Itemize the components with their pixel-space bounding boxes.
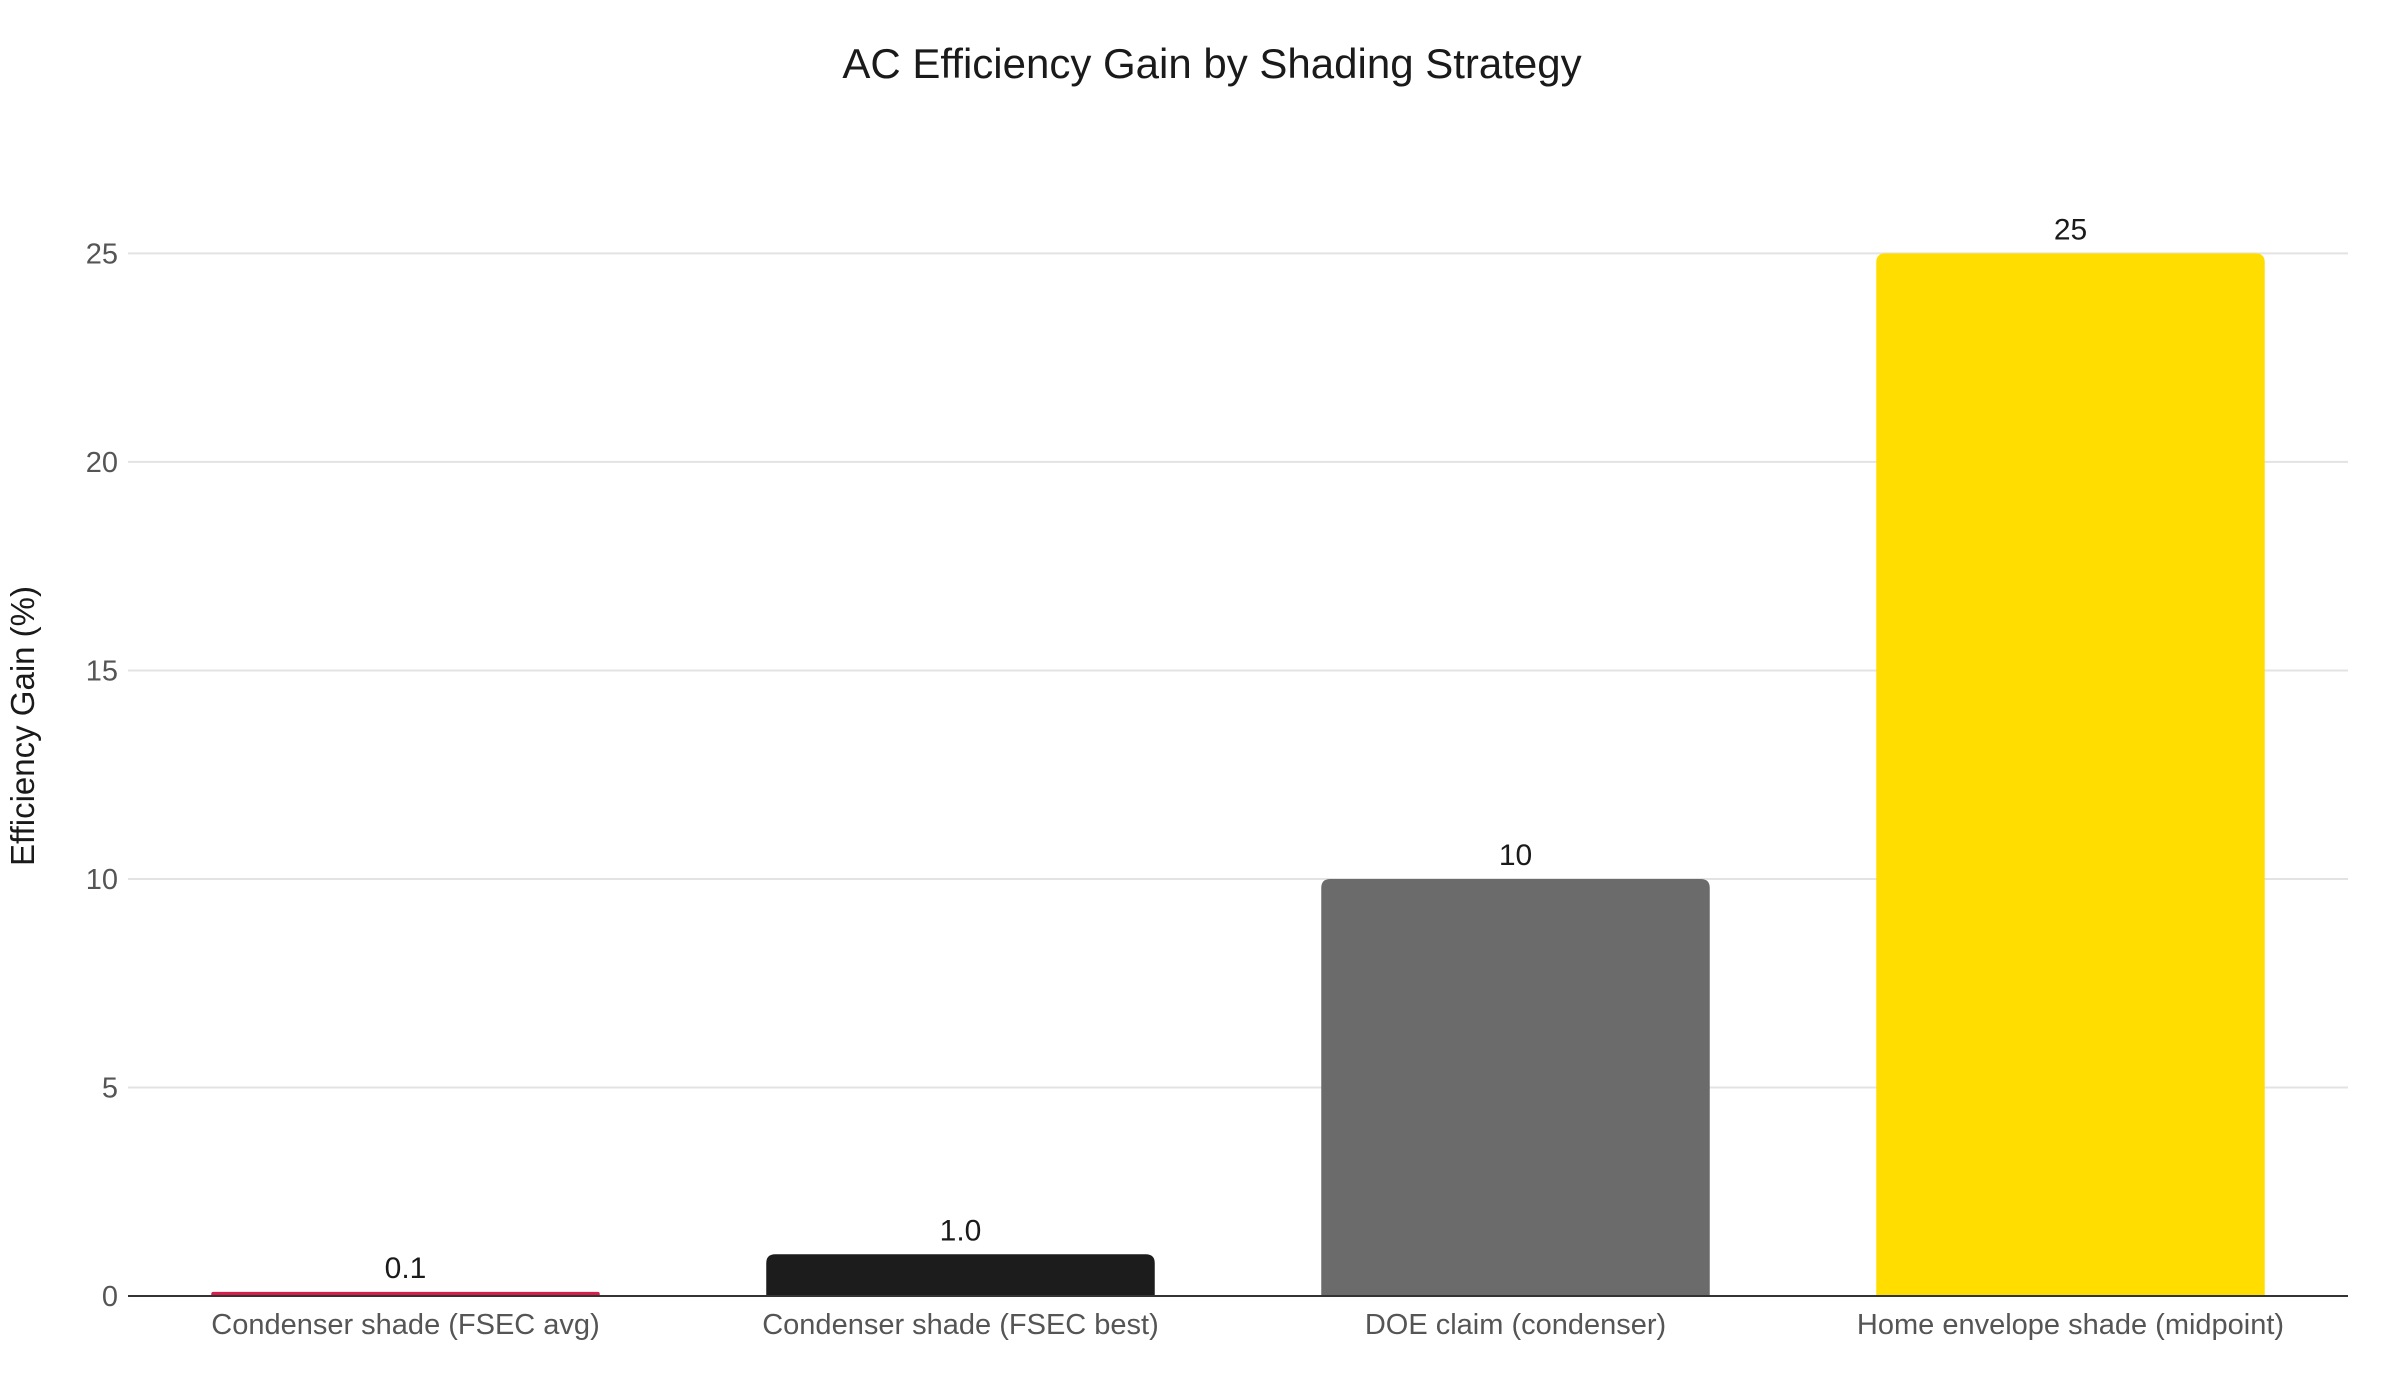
- bar-4: [1876, 253, 2265, 1296]
- x-tick-label: Home envelope shade (midpoint): [1857, 1309, 2284, 1341]
- x-tick-label: DOE claim (condenser): [1365, 1309, 1666, 1341]
- data-label: 25: [2054, 213, 2087, 246]
- y-tick-label: 0: [102, 1281, 118, 1313]
- y-tick-label: 5: [102, 1072, 118, 1104]
- y-tick-label: 10: [86, 864, 118, 896]
- x-tick-label: Condenser shade (FSEC best): [762, 1309, 1159, 1341]
- bar-2: [766, 1254, 1155, 1296]
- y-axis-title: Efficiency Gain (%): [4, 586, 41, 866]
- y-tick-label: 20: [86, 447, 118, 479]
- data-label: 10: [1499, 839, 1532, 872]
- data-label: 1.0: [940, 1214, 982, 1247]
- x-tick-label: Condenser shade (FSEC avg): [211, 1309, 599, 1341]
- bar-3: [1321, 878, 1710, 1296]
- data-labels: 0.1 1.0 10 25: [385, 213, 2088, 1284]
- axes: 0 5 10 15 20 25 Condenser shade (FSEC avg) Cond…: [86, 238, 2348, 1341]
- chart-title: AC Efficiency Gain by Shading Strategy: [842, 40, 1581, 87]
- y-tick-label: 25: [86, 238, 118, 270]
- data-label: 0.1: [385, 1252, 427, 1285]
- bar-1: [211, 1291, 600, 1296]
- bars: [211, 253, 2265, 1296]
- y-tick-label: 15: [86, 655, 118, 687]
